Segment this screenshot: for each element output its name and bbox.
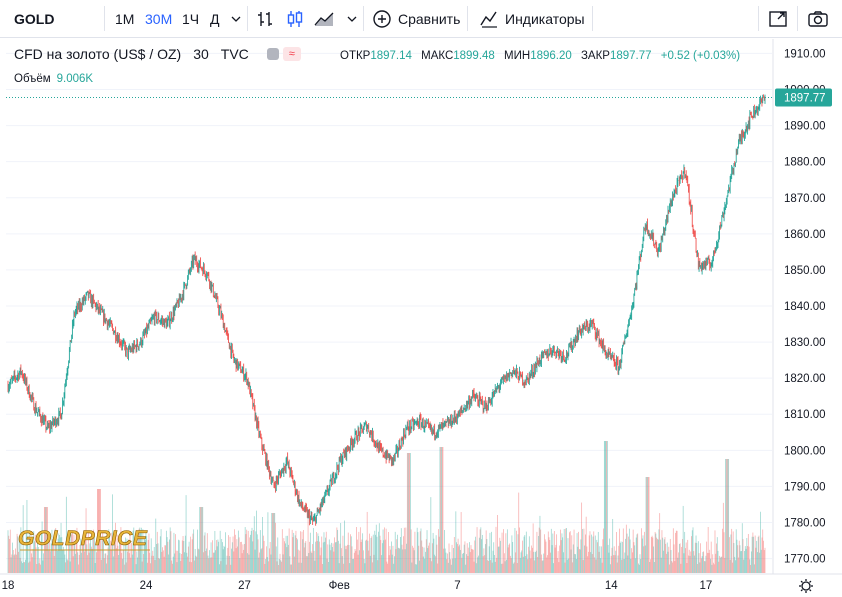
y-tick-label: 1810.00 — [784, 409, 826, 421]
symbol-search[interactable]: GOLD — [14, 10, 55, 27]
legend-interval: 30 — [193, 46, 209, 62]
time-axis: 18 24 27 Фев 7 14 17 — [0, 573, 842, 597]
plus-circle-icon — [373, 9, 391, 28]
goldprice-logo-text: GOLDPRICE — [18, 527, 148, 550]
y-tick-label: 1840.00 — [784, 301, 826, 313]
time-axis-bg — [0, 574, 842, 597]
current-price-tag — [775, 88, 832, 107]
top-toolbar: GOLD 1М 30М 1Ч Д Сравнить Индикаторы — [0, 0, 842, 38]
y-tick-label: 1860.00 — [784, 229, 826, 241]
legend-title[interactable]: CFD на золото (US$ / OZ) — [14, 46, 182, 62]
compare-button[interactable]: Сравнить — [372, 0, 460, 37]
low-value: 1896.20 — [530, 50, 572, 62]
y-tick-label: 1850.00 — [784, 265, 826, 277]
camera-icon[interactable] — [807, 0, 829, 37]
toolbar-divider — [592, 6, 593, 31]
close-label: ЗАКР — [580, 50, 610, 62]
toolbar-divider — [247, 6, 248, 31]
x-tick-label: 27 — [238, 580, 251, 592]
area-icon[interactable] — [313, 0, 335, 37]
y-tick-label: 1910.00 — [784, 48, 826, 60]
y-tick-label: 1790.00 — [784, 481, 826, 493]
low-label: МИН — [504, 50, 531, 62]
y-tick-label: 1830.00 — [784, 337, 826, 349]
y-tick-label: 1890.00 — [784, 121, 826, 133]
legend-source: TVC — [220, 46, 249, 62]
indicators-button[interactable]: Индикаторы — [479, 0, 585, 37]
high-value: 1899.48 — [453, 50, 495, 62]
bars-icon[interactable] — [256, 0, 276, 37]
delayed-data-icon: ≈ — [282, 47, 301, 61]
interval-1h[interactable]: 1Ч — [182, 10, 200, 27]
chevron-down-icon[interactable] — [230, 0, 242, 37]
toolbar-divider — [363, 6, 364, 31]
fullscreen-icon[interactable] — [768, 0, 788, 37]
chevron-down-icon[interactable] — [346, 0, 358, 37]
settings-gear-icon — [799, 579, 813, 593]
price-axis: 1770.00 1780.00 1790.00 1800.00 1810.00 1820.… — [772, 39, 842, 597]
change-value: +0.52 (+0.03%) — [660, 50, 741, 62]
volume-label: Объём — [14, 73, 51, 85]
volume-legend: Объём 9.006K — [14, 73, 93, 85]
indicators-icon — [480, 11, 497, 28]
close-value: 1897.77 — [609, 50, 652, 62]
toolbar-divider — [104, 6, 105, 31]
interval-1m[interactable]: 1М — [115, 10, 135, 27]
y-tick-label: 1780.00 — [784, 517, 826, 529]
x-tick-label: 17 — [699, 580, 712, 592]
x-tick-label: 7 — [454, 580, 460, 592]
x-tick-label: 18 — [2, 580, 15, 592]
open-label: ОТКР — [340, 50, 371, 62]
volume-bars — [7, 441, 766, 573]
candles-icon[interactable] — [285, 0, 305, 37]
y-tick-label: 1800.00 — [784, 445, 826, 457]
current-price-label: 1897.77 — [784, 93, 826, 105]
y-tick-label: 1880.00 — [784, 157, 826, 169]
price-axis-bg — [773, 39, 842, 597]
volume-value: 9.006K — [56, 73, 94, 85]
indicators-label: Индикаторы — [505, 10, 585, 27]
interval-30m[interactable]: 30М — [145, 10, 173, 27]
toolbar-divider — [758, 6, 759, 31]
toolbar-divider — [467, 6, 468, 31]
chart-legend: CFD на золото (US$ / OZ) 30 TVC ≈ — [14, 46, 301, 62]
compare-label: Сравнить — [398, 10, 461, 27]
toolbar-divider — [797, 6, 798, 31]
chart-grid — [6, 52, 772, 560]
y-tick-label: 1820.00 — [784, 373, 826, 385]
open-value: 1897.14 — [370, 50, 412, 62]
ohlc-values: ОТКР1897.14 МАКС1899.48 МИН1896.20 ЗАКР1… — [340, 50, 746, 62]
high-label: МАКС — [421, 50, 454, 62]
x-tick-label: 24 — [140, 580, 153, 592]
interval-1d[interactable]: Д — [210, 10, 220, 27]
x-tick-label: 14 — [605, 580, 618, 592]
y-tick-label: 1770.00 — [784, 554, 826, 566]
goldprice-logo: GOLDPRICE — [18, 527, 150, 551]
y-tick-label: 1870.00 — [784, 193, 826, 205]
market-status-badge — [266, 48, 279, 60]
price-candles — [7, 94, 766, 526]
x-tick-label: Фев — [329, 580, 350, 592]
